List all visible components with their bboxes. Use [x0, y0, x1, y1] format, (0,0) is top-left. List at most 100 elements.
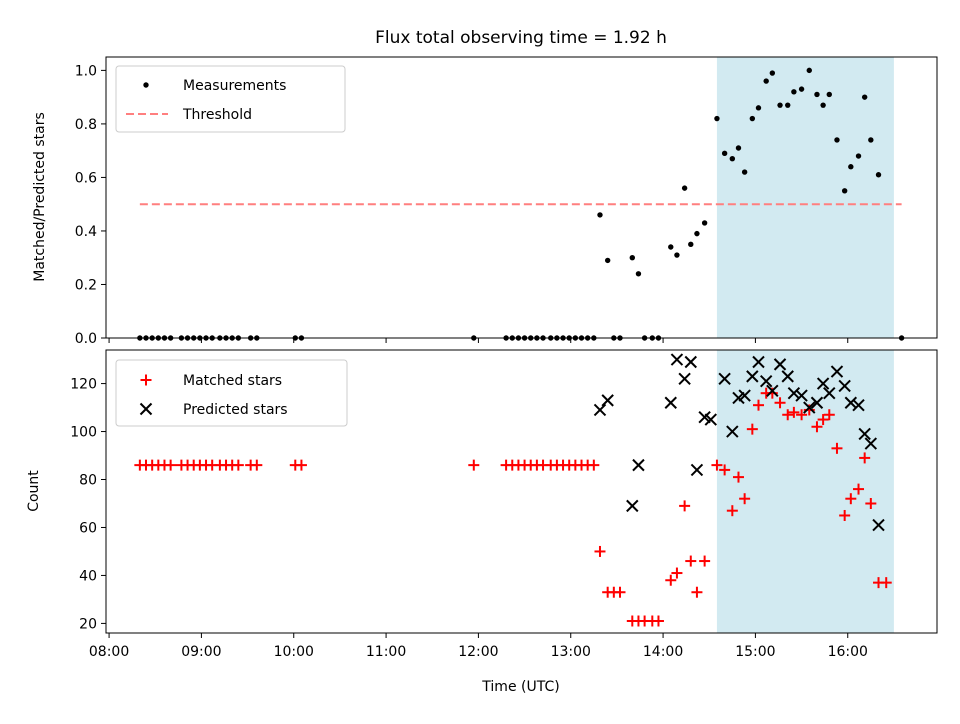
xtick-label-7: 15:00 [735, 644, 775, 660]
measurement-point-71 [855, 153, 862, 159]
measurement-point-49 [694, 230, 700, 237]
matched-point-71 [853, 483, 865, 495]
matched-point-55 [739, 493, 751, 505]
measurement-point-41 [635, 271, 642, 277]
measurement-point-37 [604, 257, 611, 264]
xtick-label-6: 14:00 [643, 644, 683, 660]
matched-point-36 [594, 545, 606, 557]
xtick-label-5: 13:00 [551, 644, 591, 660]
matched-point-57 [752, 399, 764, 411]
predicted-point-1 [601, 394, 614, 407]
top-ytick-label-4: 0.8 [75, 117, 97, 133]
measurement-point-69 [841, 188, 848, 194]
predicted-point-24 [810, 396, 824, 409]
matched-point-5 [165, 459, 177, 471]
matched-point-65 [811, 421, 823, 433]
matched-point-50 [699, 555, 711, 567]
matched-point-70 [845, 493, 857, 505]
matched-point-56 [746, 423, 758, 435]
xtick-label-1: 09:00 [181, 644, 221, 660]
matched-point-45 [665, 574, 677, 586]
xtick-label-3: 11:00 [366, 644, 406, 660]
matched-point-69 [839, 509, 851, 521]
predicted-point-19 [773, 358, 787, 371]
predicted-point-7 [684, 355, 697, 369]
predicted-point-16 [752, 355, 765, 369]
measurement-point-72 [861, 94, 868, 100]
measurement-point-67 [826, 91, 832, 98]
xtick-label-4: 12:00 [458, 644, 498, 660]
predicted-point-33 [872, 518, 885, 532]
measurement-point-52 [721, 150, 728, 157]
matched-point-35 [588, 459, 600, 471]
bottom-axes-frame [105, 349, 938, 634]
measurement-point-63 [798, 86, 805, 92]
predicted-point-8 [690, 463, 704, 477]
matched-point-39 [614, 586, 626, 598]
measurement-point-65 [814, 91, 820, 98]
top-axes-frame [105, 56, 938, 339]
predicted-point-26 [823, 386, 836, 400]
predicted-point-30 [852, 398, 865, 412]
measurement-point-62 [791, 89, 797, 95]
predicted-point-21 [787, 386, 801, 400]
top-legend: Measurements Threshold [115, 65, 346, 133]
measurement-point-70 [848, 164, 854, 170]
matched-point-52 [719, 464, 731, 476]
predicted-point-14 [738, 389, 751, 402]
x-axis-label: Time (UTC) [481, 679, 559, 695]
measurement-point-54 [735, 145, 742, 151]
matched-point-17 [251, 459, 263, 471]
measurement-point-60 [777, 102, 783, 108]
matched-point-60 [774, 397, 786, 409]
top-shaded-region [716, 57, 894, 338]
matched-point-66 [817, 414, 829, 426]
bottom-ytick-label-1: 40 [79, 568, 97, 584]
bottom-ytick-label-2: 60 [79, 520, 97, 536]
measurement-point-45 [668, 244, 674, 250]
predicted-point-23 [803, 401, 816, 414]
xtick-label-0: 08:00 [89, 644, 129, 660]
measurement-point-59 [769, 70, 776, 76]
legend-predicted-label: Predicted stars [183, 402, 288, 418]
predicted-point-32 [864, 437, 878, 450]
predicted-point-18 [766, 384, 779, 397]
measurement-point-68 [834, 137, 840, 143]
predicted-point-22 [795, 389, 808, 402]
predicted-point-27 [830, 365, 844, 378]
top-ytick-label-3: 0.6 [75, 170, 97, 186]
predicted-point-20 [781, 370, 794, 383]
bottom-panel: 20 40 60 80 100 120 08:00 09:00 10:00 11:00 12:00… [26, 349, 938, 695]
top-ytick-label-2: 0.4 [75, 224, 97, 240]
matched-point-72 [859, 452, 871, 464]
measurement-point-56 [749, 115, 756, 122]
matched-point-62 [788, 406, 800, 418]
measurement-point-74 [875, 172, 882, 178]
legend-measurement-marker [143, 82, 149, 88]
matched-point-20 [468, 459, 480, 471]
matched-point-48 [685, 555, 697, 567]
measurement-point-55 [741, 169, 748, 175]
measurement-point-40 [629, 255, 635, 261]
legend-threshold-label: Threshold [182, 107, 252, 123]
predicted-point-29 [844, 396, 858, 409]
legend-matched-label: Matched stars [183, 373, 282, 389]
predicted-point-4 [664, 396, 677, 409]
top-ytick-label-0: 0.0 [75, 331, 97, 347]
predicted-point-3 [632, 458, 645, 472]
matched-point-61 [782, 409, 794, 421]
predicted-point-11 [718, 372, 731, 385]
bottom-legend: Matched stars Predicted stars [115, 359, 348, 427]
bottom-y-axis-label: Count [26, 470, 42, 512]
predicted-point-10 [704, 413, 717, 426]
matched-point-51 [711, 459, 723, 471]
bottom-ytick-label-3: 80 [79, 473, 97, 489]
matched-point-63 [796, 409, 808, 421]
top-y-axis-label: Matched/Predicted stars [32, 112, 48, 282]
measurement-point-73 [868, 137, 874, 143]
measurement-point-64 [806, 67, 812, 74]
measurement-point-58 [763, 78, 769, 84]
measurement-point-53 [729, 155, 736, 162]
measurement-point-57 [755, 105, 762, 111]
measurement-point-51 [714, 115, 720, 122]
